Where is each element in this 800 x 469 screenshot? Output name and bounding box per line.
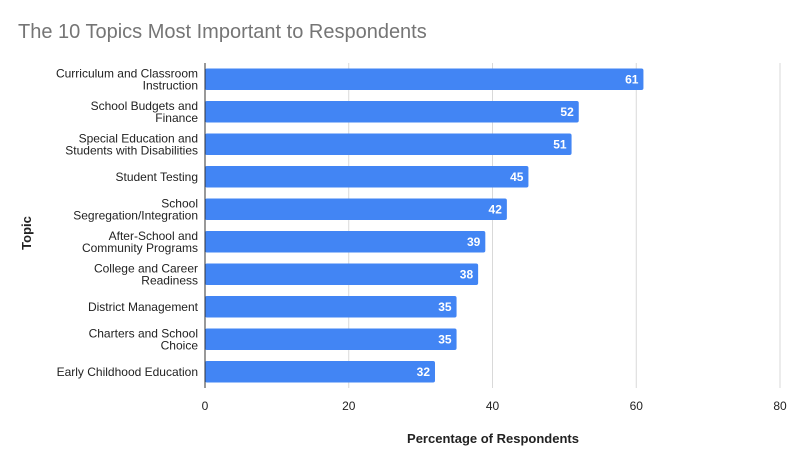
data-label: 35 bbox=[438, 300, 452, 314]
category-label: Student Testing bbox=[115, 170, 198, 184]
y-axis-title: Topic bbox=[19, 216, 34, 250]
x-axis-title: Percentage of Respondents bbox=[407, 431, 579, 446]
data-label: 38 bbox=[460, 267, 474, 281]
bar bbox=[205, 101, 579, 123]
bars: 61 52 51 45 42 39 38 35 35 32 bbox=[205, 68, 644, 383]
x-tick-label: 20 bbox=[342, 399, 356, 413]
data-label: 52 bbox=[560, 105, 574, 119]
category-label: After-School and Community Programs bbox=[82, 229, 198, 255]
category-label: Special Education and Students with Disab… bbox=[65, 131, 198, 157]
category-label: College and Career Readiness bbox=[94, 261, 198, 287]
x-tick-label: 40 bbox=[486, 399, 500, 413]
bar bbox=[205, 166, 529, 188]
data-label: 39 bbox=[467, 235, 481, 249]
chart-title: The 10 Topics Most Important to Responde… bbox=[18, 21, 427, 43]
bar bbox=[205, 133, 572, 155]
category-label: School Segregation/Integration bbox=[73, 196, 198, 222]
category-label: District Management bbox=[88, 300, 199, 314]
data-label: 35 bbox=[438, 332, 452, 346]
data-label: 45 bbox=[510, 170, 524, 184]
data-label: 51 bbox=[553, 137, 567, 151]
bar bbox=[205, 68, 644, 90]
bar bbox=[205, 263, 479, 285]
bar bbox=[205, 296, 457, 318]
bar bbox=[205, 231, 486, 253]
x-tick-label: 60 bbox=[630, 399, 644, 413]
category-label: Early Childhood Education bbox=[57, 365, 198, 379]
x-tick-labels: 0 20 40 60 80 bbox=[202, 399, 787, 413]
x-tick-label: 0 bbox=[202, 399, 209, 413]
bar bbox=[205, 198, 507, 220]
category-label: School Budgets and Finance bbox=[91, 99, 199, 125]
data-label: 42 bbox=[489, 202, 503, 216]
data-label: 32 bbox=[417, 365, 431, 379]
category-label: Curriculum and Classroom Instruction bbox=[56, 66, 198, 92]
data-label: 61 bbox=[625, 72, 639, 86]
category-label: Charters and School Choice bbox=[89, 326, 199, 352]
bar bbox=[205, 361, 435, 383]
bar bbox=[205, 328, 457, 350]
x-tick-label: 80 bbox=[773, 399, 787, 413]
category-labels: Curriculum and Classroom Instruction Schoo… bbox=[56, 66, 199, 379]
